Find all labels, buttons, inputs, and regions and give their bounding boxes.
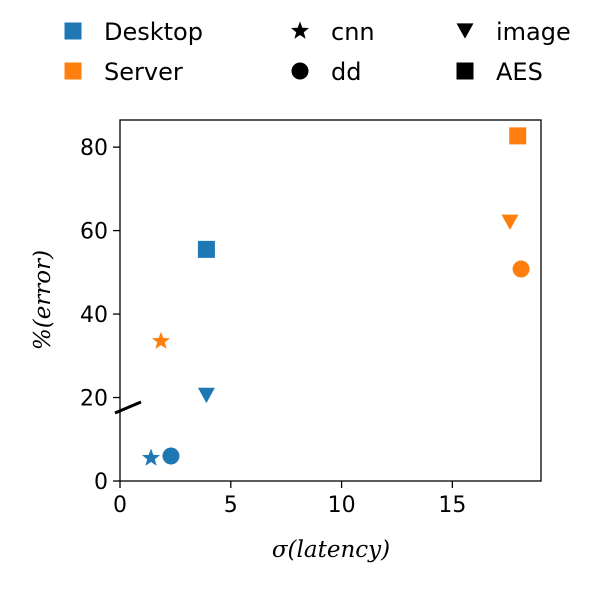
x-tick-label: 15 [438, 493, 466, 518]
data-points [141, 127, 530, 466]
x-tick-label: 10 [328, 493, 356, 518]
y-axis-ticks: 0 20 40 60 80 [80, 136, 120, 495]
y-tick-label: 0 [94, 470, 108, 495]
y-tick-label: 40 [80, 303, 108, 328]
point-desktop-aes [197, 240, 215, 258]
point-desktop-cnn [141, 448, 161, 466]
y-tick-label: 60 [80, 220, 108, 245]
legend-label-aes: AES [496, 58, 543, 86]
legend-marker-dd [291, 62, 309, 80]
legend-marker-image [456, 23, 474, 39]
y-tick-label: 20 [80, 387, 108, 412]
legend: Desktop Server cnn dd image AES [64, 18, 571, 86]
point-desktop-image [197, 387, 215, 404]
legend-swatch-desktop [64, 22, 82, 40]
plot-frame [119, 119, 542, 482]
legend-label-desktop: Desktop [104, 18, 203, 46]
x-tick-label: 5 [224, 493, 238, 518]
point-server-aes [509, 127, 527, 145]
legend-label-image: image [496, 18, 571, 46]
legend-marker-aes [456, 62, 474, 80]
x-axis-ticks: 0 5 10 15 [113, 481, 466, 518]
plot-area: 0 5 10 15 0 20 40 60 80 [80, 119, 542, 518]
legend-swatch-server [64, 62, 82, 80]
x-tick-label: 0 [113, 493, 127, 518]
legend-label-cnn: cnn [331, 18, 375, 46]
x-axis-label: σ(latency) [272, 537, 390, 563]
y-tick-label: 80 [80, 136, 108, 161]
point-server-image [501, 214, 519, 230]
point-desktop-dd [162, 447, 180, 465]
point-server-dd [512, 260, 530, 278]
point-server-cnn [151, 331, 171, 349]
axis-break-mark [114, 400, 142, 415]
y-axis-label: %(error) [30, 250, 56, 350]
legend-marker-cnn [290, 21, 310, 39]
legend-label-server: Server [104, 58, 183, 86]
legend-label-dd: dd [331, 58, 361, 86]
